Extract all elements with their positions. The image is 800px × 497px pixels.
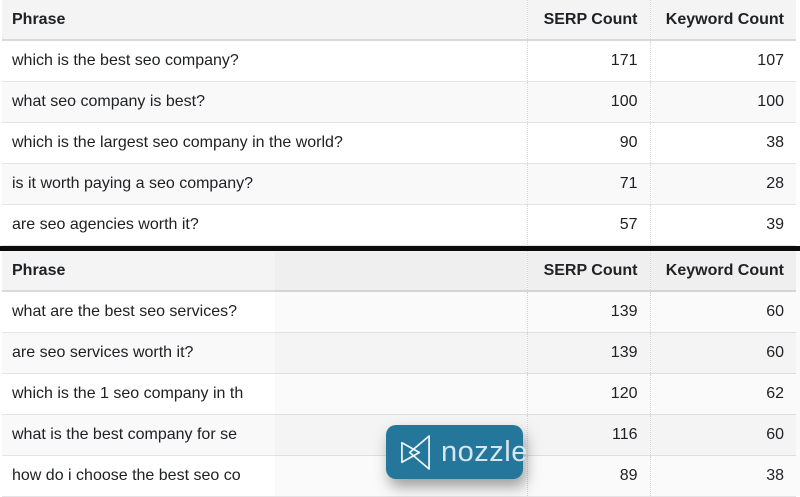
phrase-text: which is the 1 seo company in th (12, 384, 244, 402)
keyword-count-cell: 38 (649, 122, 796, 164)
serp-count-cell: 120 (526, 373, 650, 415)
serp-count-table-top: Phrase SERP Count Keyword Count which is… (2, 0, 796, 246)
serp-count-cell: 89 (526, 455, 650, 497)
phrase-text: how do i choose the best seo co (12, 466, 241, 484)
phrase-text: what is the best company for se (12, 425, 237, 443)
serp-count-cell: 116 (526, 414, 650, 456)
serp-count-table-bottom: Phrase SERP Count Keyword Count what are… (2, 251, 796, 497)
serp-count-cell: 71 (526, 163, 650, 205)
table-row: are seo agencies worth it? 57 39 (2, 204, 796, 246)
serp-count-cell: 139 (526, 291, 650, 333)
phrase-text: what are the best seo services? (12, 302, 238, 320)
keyword-count-cell: 60 (649, 332, 796, 374)
table-row: which is the 1 seo company in th 120 62 (2, 373, 796, 415)
table-row: is it worth paying a seo company? 71 28 (2, 163, 796, 205)
keyword-count-cell: 107 (649, 40, 796, 82)
phrase-cell: is it worth paying a seo company? (2, 163, 527, 205)
keyword-count-cell: 38 (649, 455, 796, 497)
table-row: what are the best seo services? 139 60 (2, 291, 796, 333)
phrase-cell: are seo agencies worth it? (2, 204, 527, 246)
phrase-cell: what are the best seo services? (2, 291, 527, 333)
phrase-cell: which is the best seo company? (2, 40, 527, 82)
phrase-cell: which is the largest seo company in the … (2, 122, 527, 164)
table-header-row: Phrase SERP Count Keyword Count (2, 0, 796, 41)
table-row: which is the best seo company? 171 107 (2, 40, 796, 82)
column-header-phrase: Phrase (2, 251, 527, 292)
nozzle-logo-icon (399, 434, 432, 471)
serp-count-cell: 90 (526, 122, 650, 164)
nozzle-logo-text: nozzle (441, 435, 528, 468)
table-divider (0, 246, 800, 251)
nozzle-logo-badge: nozzle (386, 425, 527, 479)
column-header-keyword-count: Keyword Count (649, 251, 796, 292)
serp-count-cell: 139 (526, 332, 650, 374)
keyword-count-cell: 60 (649, 414, 796, 456)
column-header-serp-count: SERP Count (526, 251, 650, 292)
table-header-row: Phrase SERP Count Keyword Count (2, 251, 796, 292)
serp-count-cell: 57 (526, 204, 650, 246)
column-header-keyword-count: Keyword Count (649, 0, 796, 41)
table-row: which is the largest seo company in the … (2, 122, 796, 164)
keyword-count-cell: 39 (649, 204, 796, 246)
keyword-count-cell: 28 (649, 163, 796, 205)
column-header-phrase: Phrase (2, 0, 527, 41)
table-row: are seo services worth it? 139 60 (2, 332, 796, 374)
serp-count-cell: 100 (526, 81, 650, 123)
column-header-serp-count: SERP Count (526, 0, 650, 41)
keyword-count-cell: 60 (649, 291, 796, 333)
phrase-cell: what seo company is best? (2, 81, 527, 123)
phrase-cell: are seo services worth it? (2, 332, 527, 374)
keyword-count-cell: 62 (649, 373, 796, 415)
table-row: what seo company is best? 100 100 (2, 81, 796, 123)
keyword-count-cell: 100 (649, 81, 796, 123)
serp-count-cell: 171 (526, 40, 650, 82)
phrase-text: are seo services worth it? (12, 343, 194, 361)
phrase-cell: which is the 1 seo company in th (2, 373, 527, 415)
